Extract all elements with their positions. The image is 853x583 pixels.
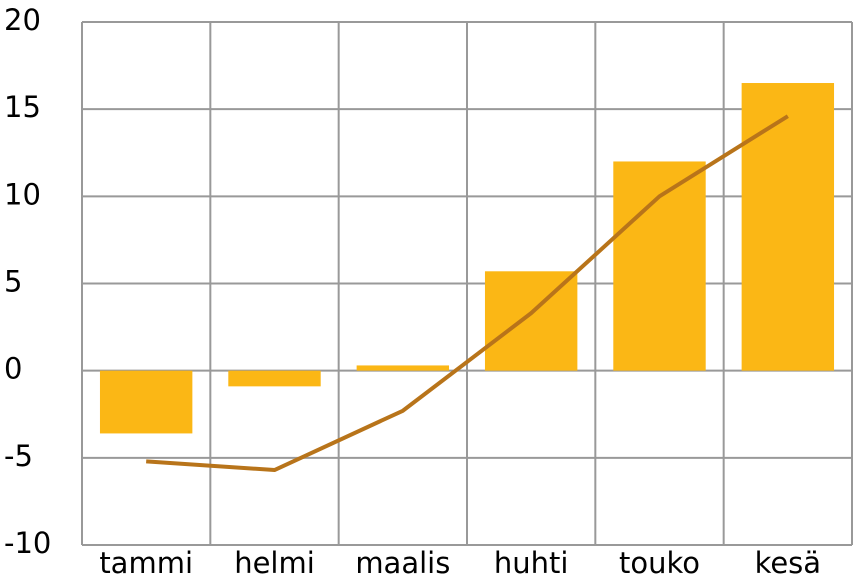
y-tick-label: -10 xyxy=(4,526,51,560)
x-tick-label: touko xyxy=(619,546,700,580)
y-tick-label: 10 xyxy=(4,177,41,211)
y-tick-label: 15 xyxy=(4,90,41,124)
x-tick-label: tammi xyxy=(99,546,193,580)
line xyxy=(146,114,789,473)
bar xyxy=(741,83,835,371)
y-tick-label: 20 xyxy=(4,3,41,37)
bar xyxy=(356,365,450,371)
x-tick-label: helmi xyxy=(234,546,315,580)
x-tick-label: huhti xyxy=(494,546,569,580)
bar xyxy=(99,370,193,434)
bar xyxy=(484,271,578,371)
x-tick-label: maalis xyxy=(355,546,450,580)
x-tick-label: kesä xyxy=(755,546,821,580)
bar xyxy=(613,161,706,371)
bar xyxy=(228,370,321,387)
y-tick-label: -5 xyxy=(4,439,33,473)
y-tick-label: 0 xyxy=(4,352,22,386)
y-tick-label: 5 xyxy=(4,265,22,299)
